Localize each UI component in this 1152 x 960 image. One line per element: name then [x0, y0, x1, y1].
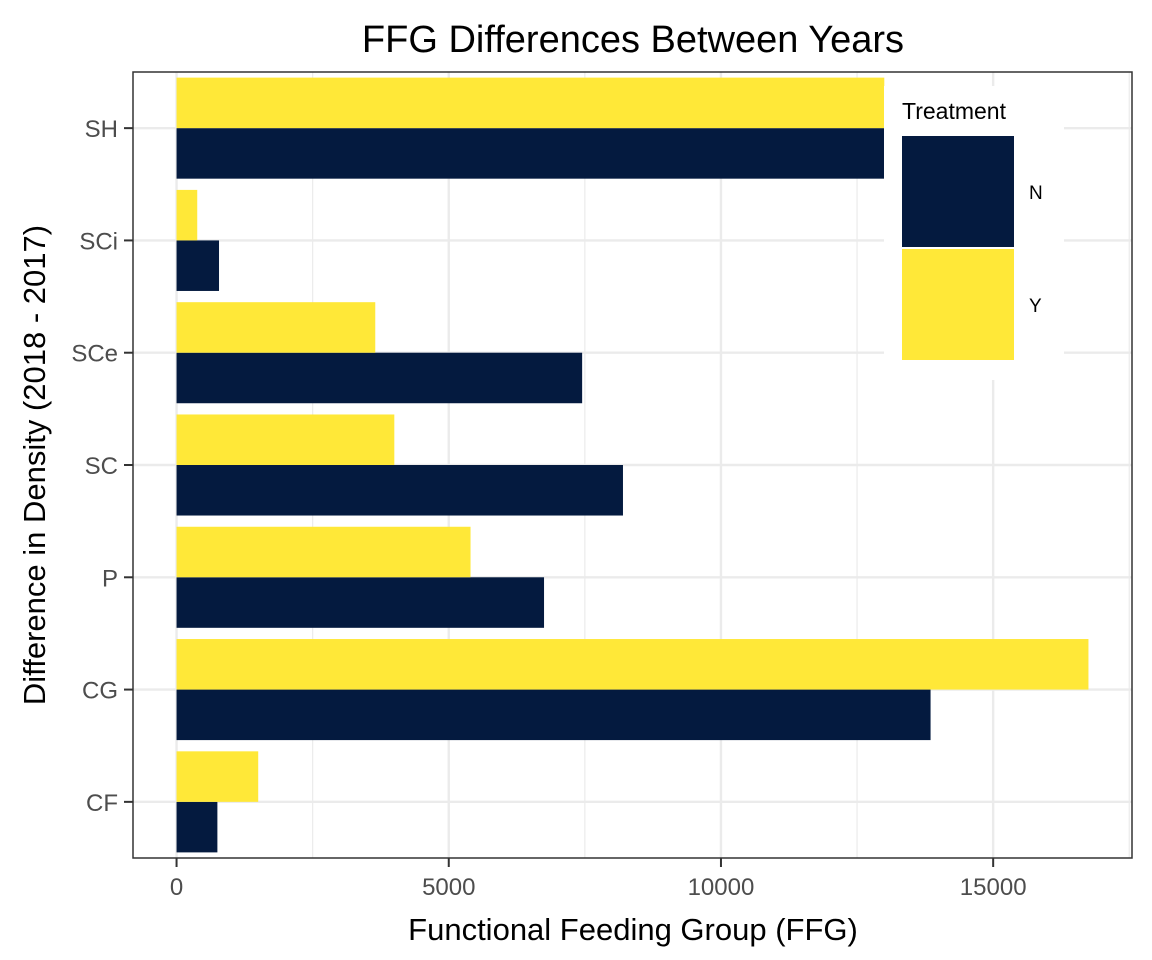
- bar-y-p: [176, 526, 471, 578]
- bars: [176, 77, 1089, 853]
- bar-n-cg: [176, 689, 931, 741]
- bar-n-sh: [176, 128, 885, 179]
- bar-n-sci: [176, 240, 220, 291]
- y-tick-label: SCe: [71, 341, 118, 368]
- x-tick-label: 5000: [422, 874, 475, 901]
- legend-label-y: Y: [1029, 296, 1042, 317]
- bar-n-p: [176, 577, 545, 628]
- bar-y-cg: [176, 639, 1089, 690]
- y-tick-label: CG: [82, 678, 118, 705]
- y-tick-label: P: [102, 565, 118, 592]
- y-tick-label: SH: [85, 116, 118, 143]
- y-tick-label: SC: [85, 453, 118, 480]
- legend-key-y: [902, 249, 1014, 360]
- bar-y-sci: [176, 189, 198, 241]
- x-tick-label: 10000: [688, 874, 755, 901]
- legend-label-n: N: [1029, 183, 1043, 204]
- bar-y-sc: [176, 414, 395, 465]
- y-axis-title: Difference in Density (2018 - 2017): [17, 225, 52, 705]
- legend-title: Treatment: [902, 98, 1007, 124]
- x-axis-title: Functional Feeding Group (FFG): [408, 912, 858, 947]
- bar-n-sc: [176, 465, 623, 516]
- legend: Treatment N Y: [884, 86, 1064, 380]
- plot-panel: Treatment N Y: [132, 71, 1133, 859]
- legend-key-n: [902, 136, 1014, 247]
- chart-title: FFG Differences Between Years: [362, 19, 904, 61]
- bar-n-sce: [176, 352, 583, 404]
- x-tick-label: 15000: [960, 874, 1027, 901]
- bar-y-sh: [176, 77, 885, 129]
- bar-y-cf: [176, 751, 259, 802]
- y-axis: CF CG P SC SCe SCi SH: [71, 116, 133, 817]
- y-tick-label: SCi: [79, 228, 118, 255]
- x-axis: 0 5000 10000 15000: [170, 858, 1027, 901]
- bar-n-cf: [176, 801, 218, 853]
- y-tick-label: CF: [86, 790, 118, 817]
- x-tick-label: 0: [170, 874, 183, 901]
- bar-y-sce: [176, 302, 376, 353]
